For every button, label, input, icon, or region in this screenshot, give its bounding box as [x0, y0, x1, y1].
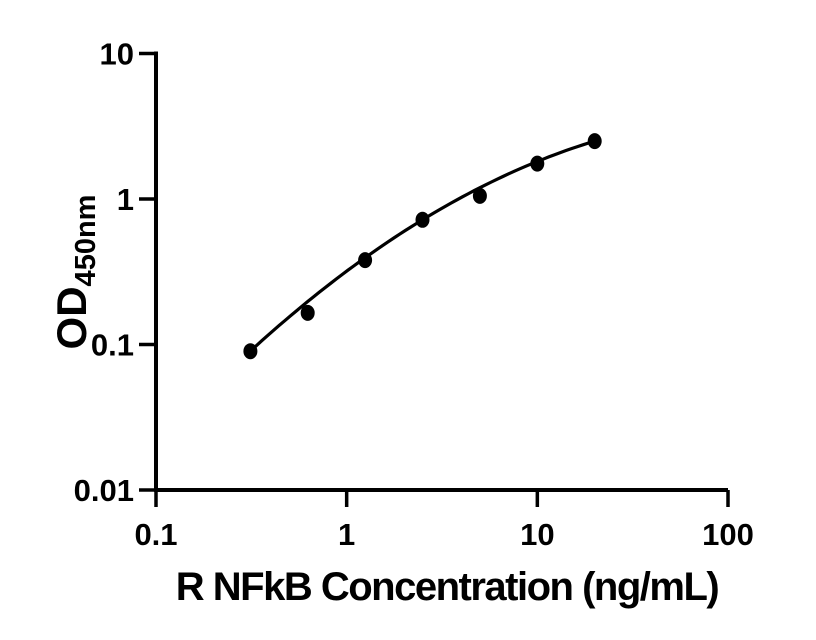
- data-point: [587, 133, 602, 150]
- y-axis-title-main: OD: [48, 286, 95, 349]
- data-point: [358, 252, 373, 269]
- y-axis-title-subscript: 450nm: [70, 195, 102, 287]
- data-point: [243, 343, 258, 360]
- y-tick-label: 1: [117, 182, 134, 217]
- y-axis-title: OD450nm: [48, 195, 102, 350]
- x-tick-label: 0.1: [134, 517, 177, 552]
- y-tick-label: 10: [100, 37, 134, 72]
- fit-curve: [248, 139, 597, 353]
- x-tick-label: 1: [338, 517, 355, 552]
- data-point: [530, 155, 545, 172]
- data-point: [300, 304, 315, 321]
- data-point: [472, 187, 487, 204]
- x-tick-label: 10: [520, 517, 554, 552]
- x-axis-title: R NFkB Concentration (ng/mL): [176, 565, 719, 609]
- y-tick-label: 0.1: [91, 328, 134, 363]
- y-tick-label: 0.01: [74, 473, 134, 508]
- x-tick-label: 100: [702, 517, 754, 552]
- data-point: [415, 211, 430, 228]
